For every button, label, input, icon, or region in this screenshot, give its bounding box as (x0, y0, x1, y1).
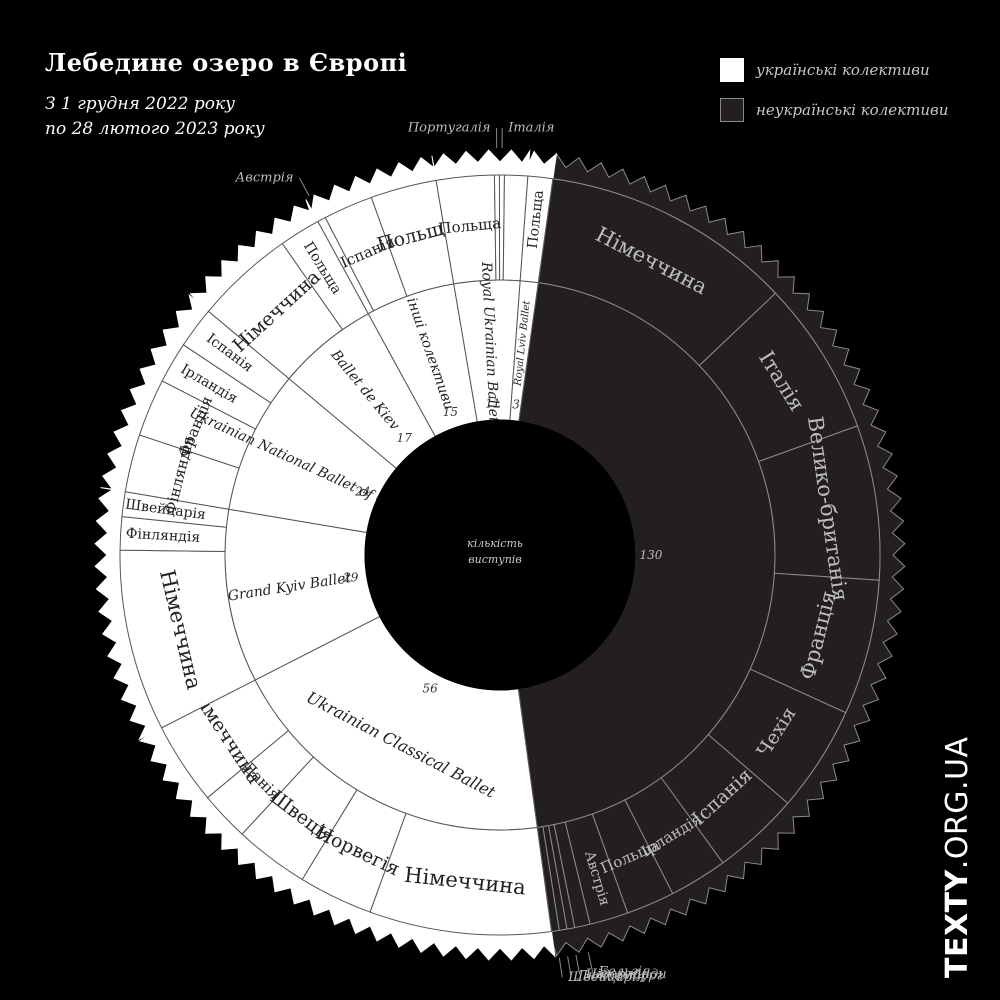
country-arc (519, 175, 554, 284)
group-value-label: 15 (443, 405, 458, 419)
country-label-external: Нідерланди (585, 967, 667, 982)
country-label-external: Австрія (234, 170, 293, 185)
brand-rest: .ORG.UA (940, 736, 975, 870)
group-ukrainian-classical-ballet: 56 (160, 615, 553, 936)
subtitle-line-2: по 28 лютого 2023 року (45, 119, 265, 139)
sawtooth-segment (527, 150, 558, 180)
group-value-label: 24 (354, 484, 370, 498)
leader-line (567, 956, 572, 977)
group-value-label: 11 (485, 397, 500, 411)
leader-line (558, 957, 563, 978)
subtitle-line-1: З 1 грудня 2022 року (45, 94, 235, 114)
page-subtitle: З 1 грудня 2022 року по 28 лютого 2023 р… (45, 92, 265, 142)
country-label-external: Бельгія (598, 964, 651, 979)
legend-swatch-ukrainian (720, 58, 744, 82)
leader-line (587, 952, 594, 972)
brand-bold: TEXTY (940, 869, 975, 978)
group-ukrainian-national-ballet-of-odessa: 24 (124, 310, 398, 534)
group-label: Royal Ukrainian Ballet (478, 261, 502, 424)
group-item-5: Австрія 15 (234, 170, 478, 438)
group-value-label: 17 (397, 431, 413, 445)
group-grand-kyiv-ballet: 29 (119, 491, 381, 729)
legend-item-non-ukrainian: неукраїнські колективи (720, 98, 948, 122)
leader-line (299, 177, 310, 196)
group-value-label: 3 (512, 397, 520, 411)
center-label: кількість (467, 537, 523, 550)
brand-logo: TEXTY.ORG.UA (940, 736, 975, 978)
country-label: Фінляндія (125, 526, 200, 546)
country-label-external: Португалія (407, 121, 491, 136)
group-value-label: 56 (422, 681, 438, 695)
legend-swatch-non-ukrainian (720, 98, 744, 122)
country-label: Польща (438, 214, 502, 238)
legend-label-non-ukrainian: неукраїнські колективи (756, 101, 949, 119)
country-label-external: Італія (507, 121, 554, 136)
center-disc (364, 419, 636, 691)
legend: українські колективи неукраїнські колект… (720, 58, 948, 138)
page-title: Лебедине озеро в Європі (45, 48, 408, 77)
country-label-external: Швейцарія (567, 970, 644, 985)
leader-line (575, 954, 581, 975)
group-value-label: 29 (342, 570, 359, 584)
country-label-external: Люксембург (576, 969, 664, 984)
center-label: виступів (468, 553, 521, 566)
group-ballet-de-kiev: 17 (207, 220, 436, 470)
country-label: Польща (525, 189, 547, 249)
group-value-label: 130 (640, 548, 663, 562)
legend-label-ukrainian: українські колективи (756, 61, 930, 79)
outer-sawtooth-ring (94, 149, 906, 961)
legend-item-ukrainian: українські колективи (720, 58, 948, 82)
